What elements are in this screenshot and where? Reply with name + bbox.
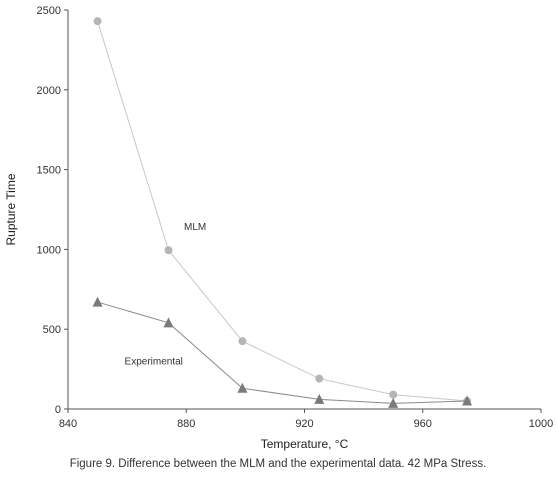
y-tick-label: 2000 [37,85,61,97]
annotations: MLM Experimental [125,222,207,367]
series-line [97,21,468,402]
series-layer [92,17,473,408]
y-tick-label: 0 [55,404,61,416]
figure-caption: Figure 9. Difference between the MLM and… [69,458,487,470]
data-point-triangle [92,296,103,307]
annotation-label: Experimental [125,356,183,367]
data-point-triangle [237,382,248,393]
x-tick-label: 880 [177,418,195,430]
y-tick-label: 1000 [37,244,61,256]
series-experimental [92,296,473,408]
x-tick-label: 1000 [529,418,553,430]
x-tick-label: 840 [59,418,77,430]
axes: 0 500 1000 1500 2000 2500 840 880 920 960 1000 Temp… [4,5,553,451]
y-tick-label: 2500 [37,5,61,17]
x-axis-title: Temperature, °C [261,437,349,451]
y-axis-title: Rupture Time [4,173,18,245]
data-point-triangle [462,395,473,406]
x-tick-label: 920 [295,418,313,430]
data-point-triangle [163,317,174,328]
series-mlm [93,17,472,406]
annotation-label: MLM [184,222,206,233]
data-point-circle [315,374,324,383]
data-point-circle [238,337,247,346]
y-tick-label: 500 [43,324,61,336]
x-tick-label: 960 [414,418,432,430]
data-point-circle [93,17,102,26]
series-line [97,301,468,404]
data-point-circle [164,246,173,255]
y-tick-label: 1500 [37,165,61,177]
data-point-triangle [388,397,399,408]
data-point-circle [389,390,398,399]
chart: 0 500 1000 1500 2000 2500 840 880 920 960 1000 Temp… [4,5,553,451]
data-point-triangle [314,393,325,404]
